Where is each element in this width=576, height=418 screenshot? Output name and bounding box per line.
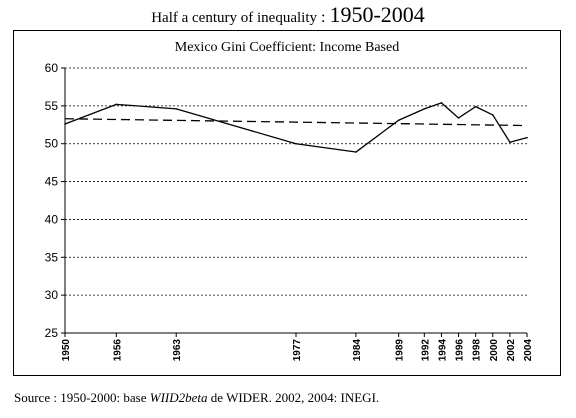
header-years: 1950-2004 xyxy=(329,2,425,27)
x-tick-label-1996: 1996 xyxy=(455,339,466,362)
data-point-2004 xyxy=(526,136,528,139)
x-tick-label-1977: 1977 xyxy=(292,339,303,362)
y-tick-label-30: 30 xyxy=(45,288,59,302)
data-point-1956 xyxy=(115,103,118,106)
data-point-1996 xyxy=(457,117,460,119)
gini-trend-line xyxy=(64,118,528,127)
y-tick-label-45: 45 xyxy=(45,175,59,189)
gini-line-chart: 25 30 35 40 45 50 55 60 1950 1956 1963 1977 1984 1989… xyxy=(45,61,534,361)
label-layer: 25 30 35 40 45 50 55 60 1950 1956 1963 1977 1984 1989… xyxy=(45,61,534,361)
x-tick-label-2004: 2004 xyxy=(523,339,534,362)
source-suffix: de WIDER. 2002, 2004: INEGI. xyxy=(207,390,380,405)
source-prefix: Source : 1950-2000: base xyxy=(14,390,150,405)
data-point-1989 xyxy=(397,119,400,122)
series-layer xyxy=(64,102,528,153)
gini-series-line xyxy=(64,102,528,153)
data-point-1984 xyxy=(355,151,357,153)
y-tick-label-60: 60 xyxy=(45,61,59,75)
y-tick-label-35: 35 xyxy=(45,250,59,264)
x-tick-label-1989: 1989 xyxy=(395,339,406,362)
data-point-1950 xyxy=(64,123,66,125)
y-tick-label-25: 25 xyxy=(45,326,59,340)
chart-frame: Mexico Gini Coefficient: Income Based 25… xyxy=(13,30,561,376)
y-tick-label-40: 40 xyxy=(45,212,59,226)
data-point-2000 xyxy=(491,114,494,116)
x-tick-label-1984: 1984 xyxy=(352,339,363,362)
source-note: Source : 1950-2000: base WIID2beta de WI… xyxy=(14,390,379,406)
chart-title: Mexico Gini Coefficient: Income Based xyxy=(174,40,400,55)
header-label: Half a century of inequality xyxy=(151,10,317,26)
source-dataset: WIID2beta xyxy=(149,390,208,405)
x-tick-label-1963: 1963 xyxy=(172,339,183,362)
x-tick-label-1956: 1956 xyxy=(112,339,123,362)
axis-layer xyxy=(61,67,528,337)
data-point-2002 xyxy=(509,141,511,143)
data-point-1998 xyxy=(474,105,477,108)
x-tick-label-2002: 2002 xyxy=(506,339,517,362)
data-point-1977 xyxy=(295,142,297,145)
data-point-1992 xyxy=(423,108,426,110)
x-tick-label-1950: 1950 xyxy=(61,339,72,362)
page-header: Half a century of inequality : 1950-2004 xyxy=(0,2,576,32)
x-tick-label-1998: 1998 xyxy=(472,339,483,362)
grid-layer xyxy=(65,67,527,296)
data-point-1963 xyxy=(175,108,178,110)
x-tick-label-1994: 1994 xyxy=(437,339,448,362)
data-point-1994 xyxy=(440,102,443,104)
y-tick-label-55: 55 xyxy=(45,99,59,113)
x-tick-label-2000: 2000 xyxy=(489,339,500,362)
x-tick-label-1992: 1992 xyxy=(420,339,431,362)
y-tick-label-50: 50 xyxy=(45,137,59,151)
header-separator: : xyxy=(317,9,330,26)
